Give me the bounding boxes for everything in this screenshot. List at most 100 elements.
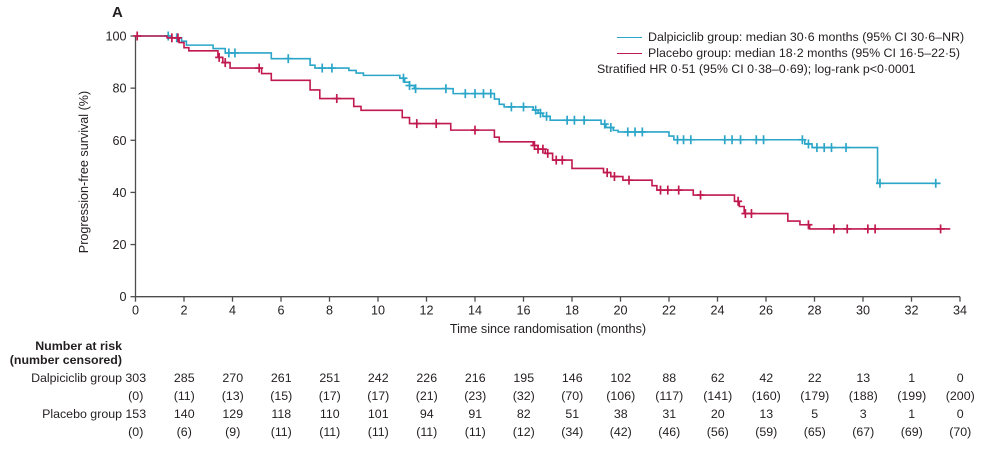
survival-curves	[133, 31, 951, 234]
x-tick-label: 22	[662, 304, 676, 318]
legend-row-dalpiciclib: Dalpiciclib group: median 30·6 months (9…	[617, 29, 964, 45]
risk-count-cell: 91	[468, 407, 483, 421]
risk-count-cell: 129	[222, 407, 244, 421]
censored-count-cell: (59)	[755, 425, 778, 439]
x-tick-label: 6	[277, 304, 284, 318]
risk-count-cell: 62	[710, 371, 725, 385]
censored-count-cell: (160)	[751, 389, 781, 403]
risk-count-cell: 146	[561, 371, 583, 385]
censored-count-cell: (12)	[512, 425, 535, 439]
x-tick-label: 8	[326, 304, 333, 318]
y-tick-label: 60	[112, 134, 126, 148]
censored-count-cell: (179)	[800, 389, 830, 403]
x-tick-label: 10	[371, 304, 385, 318]
censored-count-cell: (13)	[221, 389, 244, 403]
risk-count-cell: 140	[173, 407, 195, 421]
legend-dalpiciclib-text: Dalpiciclib group: median 30·6 months (9…	[648, 30, 965, 44]
censored-count-cell: (70)	[561, 389, 584, 403]
legend: Dalpiciclib group: median 30·6 months (9…	[597, 29, 964, 77]
censored-count-cell: (34)	[561, 425, 584, 439]
x-tick-label: 28	[807, 304, 821, 318]
risk-count-cell: 226	[416, 371, 438, 385]
y-tick-label: 80	[112, 82, 126, 96]
placebo-line-marker	[617, 52, 642, 54]
censored-count-cell: (141)	[703, 389, 733, 403]
risk-count-cell: 38	[613, 407, 628, 421]
risk-table-header-1: Number at risk	[35, 339, 122, 353]
x-tick-label: 30	[856, 304, 870, 318]
risk-row-label-placebo: Placebo group	[42, 407, 122, 421]
censored-count-cell: (70)	[949, 425, 972, 439]
x-tick-label: 26	[759, 304, 773, 318]
censored-count-cell: (199)	[897, 389, 927, 403]
risk-count-cell: 82	[516, 407, 531, 421]
risk-count-cell: 110	[319, 407, 340, 421]
legend-placebo-text: Placebo group: median 18·2 months (95% C…	[648, 46, 961, 60]
y-tick-label: 0	[119, 290, 126, 304]
censored-count-cell: (188)	[848, 389, 878, 403]
censored-count-cell: (46)	[658, 425, 681, 439]
censored-count-cell: (65)	[803, 425, 826, 439]
x-tick-label: 34	[953, 304, 967, 318]
stratified-hr-note: Stratified HR 0·51 (95% CI 0·38–0·69); l…	[597, 62, 916, 76]
risk-row-label-dalpiciclib: Dalpiciclib group	[31, 371, 122, 385]
censor-ticks-dalpiciclib	[164, 31, 940, 188]
risk-count-cell: 0	[956, 371, 964, 385]
risk-count-cell: 5	[811, 407, 819, 421]
censored-count-cell: (9)	[225, 425, 241, 439]
risk-count-cell: 118	[271, 407, 292, 421]
dalpiciclib-line-marker	[617, 36, 642, 38]
censored-count-cell: (106)	[606, 389, 636, 403]
risk-count-cell: 195	[513, 371, 535, 385]
risk-count-cell: 242	[367, 371, 389, 385]
censored-count-cell: (32)	[512, 389, 535, 403]
y-tick-label: 20	[112, 238, 126, 252]
risk-count-cell: 94	[419, 407, 434, 421]
censored-count-cell: (42)	[609, 425, 632, 439]
risk-count-cell: 13	[759, 407, 774, 421]
x-tick-label: 24	[710, 304, 724, 318]
risk-count-cell: 31	[662, 407, 677, 421]
risk-count-cell: 3	[859, 407, 867, 421]
risk-count-cell: 261	[270, 371, 292, 385]
censored-count-cell: (11)	[416, 425, 438, 439]
risk-table-header-2: (number censored)	[9, 353, 122, 367]
risk-count-cell: 13	[856, 371, 871, 385]
x-tick-label: 4	[229, 304, 236, 318]
censored-count-cell: (67)	[852, 425, 875, 439]
x-tick-label: 16	[516, 304, 530, 318]
risk-count-cell: 22	[807, 371, 822, 385]
censored-count-cell: (21)	[415, 389, 438, 403]
censored-count-cell: (17)	[367, 389, 390, 403]
risk-count-cell: 88	[662, 371, 677, 385]
risk-count-cell: 20	[710, 407, 725, 421]
panel-label: A	[112, 4, 123, 21]
x-tick-label: 12	[419, 304, 433, 318]
x-tick-label: 20	[613, 304, 627, 318]
x-tick-label: 0	[132, 304, 139, 318]
censored-count-cell: (11)	[173, 389, 195, 403]
censored-count-cell: (11)	[270, 425, 292, 439]
censored-count-cell: (117)	[655, 389, 684, 403]
censored-count-cell: (17)	[318, 389, 341, 403]
risk-count-cell: 303	[125, 371, 147, 385]
y-tick-label: 100	[105, 30, 126, 44]
censor-ticks-placebo	[133, 31, 945, 234]
censored-count-cell: (69)	[900, 425, 923, 439]
censored-count-cell: (0)	[128, 425, 144, 439]
risk-count-cell: 153	[125, 407, 147, 421]
risk-count-cell: 1	[908, 371, 916, 385]
censored-count-cell: (0)	[128, 389, 144, 403]
x-tick-label: 32	[904, 304, 918, 318]
censored-count-cell: (11)	[367, 425, 389, 439]
risk-count-cell: 51	[565, 407, 580, 421]
censored-count-cell: (11)	[319, 425, 341, 439]
censored-count-cell: (15)	[270, 389, 293, 403]
censored-count-cell: (56)	[706, 425, 729, 439]
risk-count-cell: 270	[222, 371, 244, 385]
km-curve-placebo	[135, 35, 951, 230]
censored-count-cell: (23)	[464, 389, 487, 403]
